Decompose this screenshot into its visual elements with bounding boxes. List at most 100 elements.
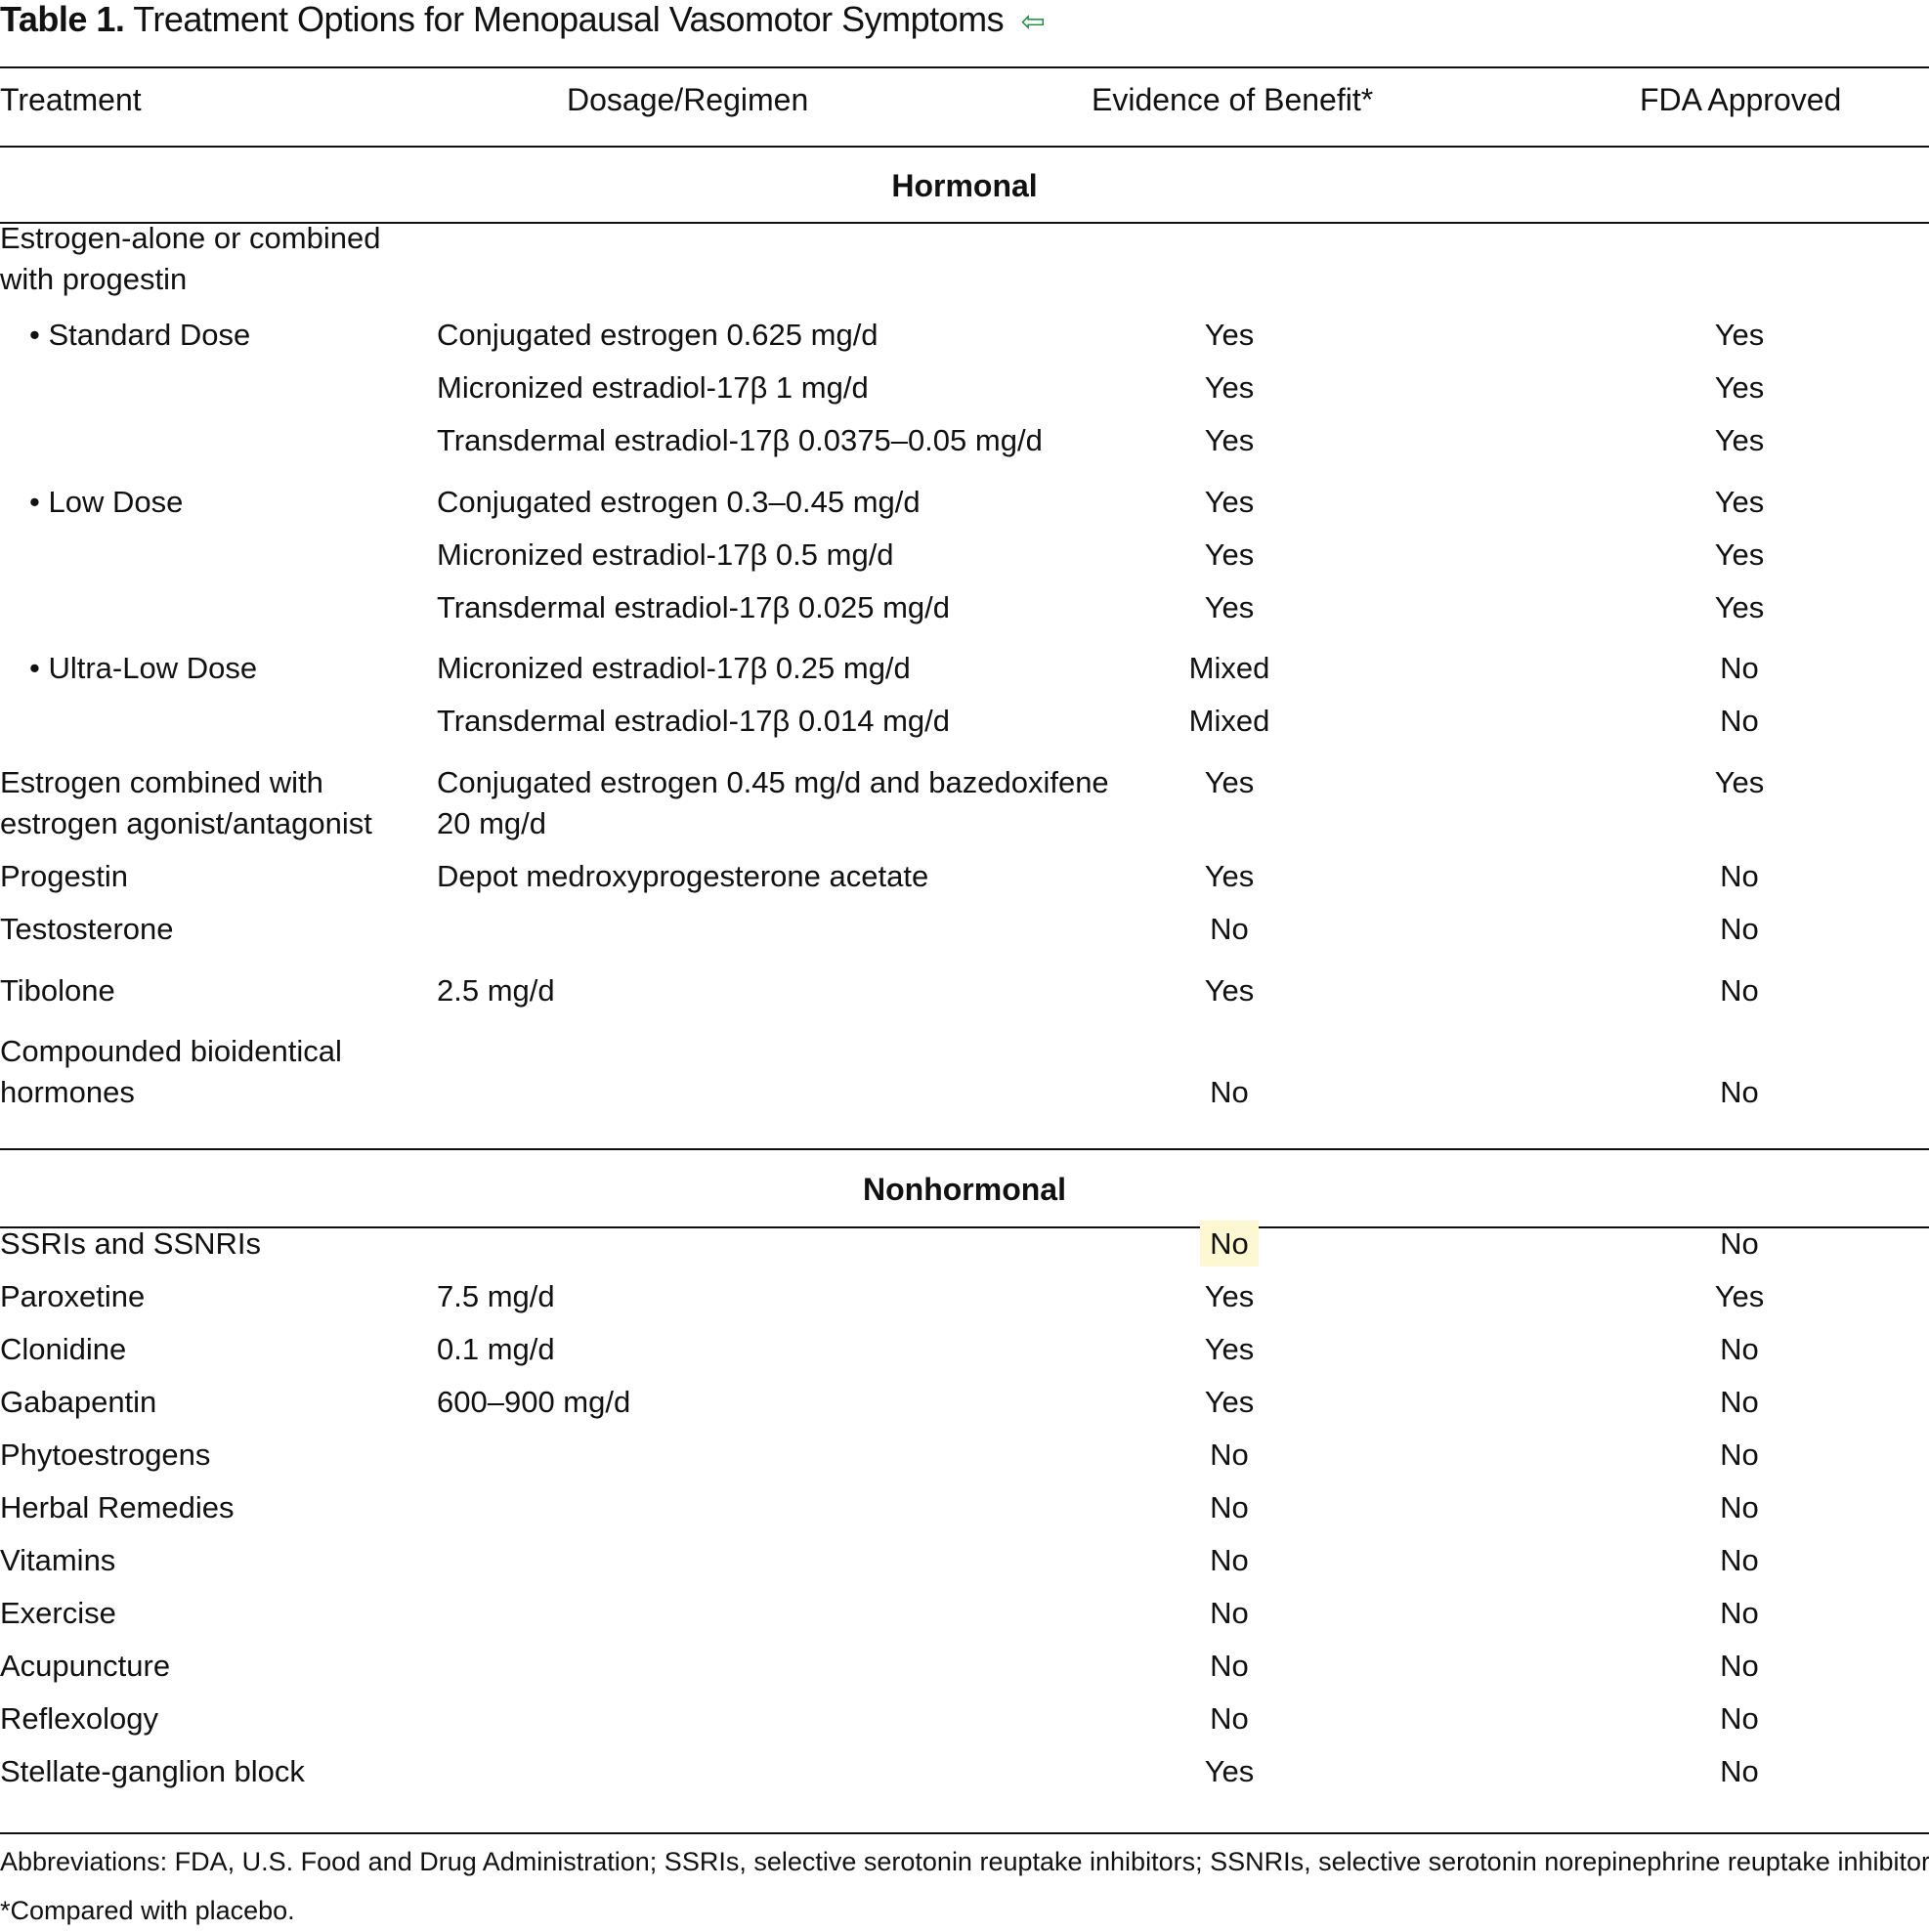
dosage-cell: Depot medroxyprogesterone acetate [437, 859, 929, 893]
evidence-cell: Mixed [1188, 704, 1270, 738]
dosage-cell: Transdermal estradiol-17β 0.0375–0.05 mg… [437, 423, 1043, 457]
evidence-cell: No [1083, 1221, 1376, 1267]
fda-approved-cell: Yes [1714, 765, 1765, 799]
evidence-cell: Yes [1204, 1279, 1255, 1313]
evidence-cell: Yes [1204, 318, 1255, 352]
fda-approved-cell: No [1720, 973, 1759, 1008]
treatment-cell: Herbal Remedies [0, 1490, 235, 1524]
fda-approved-cell: No [1720, 1649, 1759, 1683]
back-arrow-icon[interactable]: ⇦ [1020, 6, 1046, 38]
treatment-cell: Paroxetine [0, 1279, 146, 1313]
treatment-cell: Exercise [0, 1596, 116, 1630]
evidence-cell: Yes [1204, 423, 1255, 457]
dosage-cell: Conjugated estrogen 0.3–0.45 mg/d [437, 485, 921, 519]
dosage-cell: Micronized estradiol-17β 0.25 mg/d [437, 651, 911, 685]
dosage-cell: 600–900 mg/d [437, 1385, 631, 1419]
evidence-cell: No [1210, 1596, 1249, 1630]
treatment-cell: • Standard Dose [29, 318, 251, 352]
fda-approved-cell: No [1720, 1075, 1759, 1109]
evidence-cell: Mixed [1188, 651, 1270, 685]
treatment-cell: Vitamins [0, 1543, 116, 1577]
evidence-cell: No [1210, 1075, 1249, 1109]
fda-approved-cell: No [1720, 1543, 1759, 1577]
header-evidence: Evidence of Benefit* [1092, 82, 1374, 117]
evidence-cell: Yes [1204, 1385, 1255, 1419]
fda-approved-cell: Yes [1714, 590, 1765, 624]
table-label: Table 1. [0, 0, 125, 39]
header-treatment: Treatment [0, 82, 142, 117]
section-rule [0, 222, 1929, 224]
dosage-cell: 0.1 mg/d [437, 1332, 555, 1366]
fda-approved-cell: No [1720, 1226, 1759, 1261]
fda-approved-cell: Yes [1714, 370, 1765, 405]
footnote-abbreviations: Abbreviations: FDA, U.S. Food and Drug A… [0, 1847, 1929, 1876]
top-rule [0, 66, 1929, 68]
treatment-cell: Acupuncture [0, 1649, 171, 1683]
dosage-cell: Conjugated estrogen 0.625 mg/d [437, 318, 879, 352]
treatment-cell: Phytoestrogens [0, 1438, 211, 1472]
dosage-cell: Transdermal estradiol-17β 0.025 mg/d [437, 590, 950, 624]
evidence-cell: Yes [1204, 485, 1255, 519]
treatment-cell: Testosterone [0, 912, 174, 946]
dosage-cell: Micronized estradiol-17β 1 mg/d [437, 370, 869, 405]
treatment-cell: SSRIs and SSNRIs [0, 1226, 262, 1261]
fda-approved-cell: Yes [1714, 318, 1765, 352]
evidence-cell: No [1210, 1543, 1249, 1577]
highlighted-value: No [1200, 1221, 1259, 1267]
dosage-cell: 7.5 mg/d [437, 1279, 555, 1313]
treatment-cell: Progestin [0, 859, 128, 893]
evidence-cell: No [1210, 1701, 1249, 1736]
fda-approved-cell: Yes [1714, 1279, 1765, 1313]
evidence-cell: No [1210, 912, 1249, 946]
evidence-cell: Yes [1204, 1754, 1255, 1788]
evidence-cell: Yes [1204, 370, 1255, 405]
evidence-cell: No [1210, 1649, 1249, 1683]
fda-approved-cell: No [1720, 1385, 1759, 1419]
treatment-cell: Clonidine [0, 1332, 127, 1366]
treatment-cell: Gabapentin [0, 1385, 157, 1419]
section-label: Hormonal [891, 168, 1038, 203]
treatment-cell: • Low Dose [29, 485, 184, 519]
evidence-cell: Yes [1204, 859, 1255, 893]
fda-approved-cell: No [1720, 1701, 1759, 1736]
footnote-placebo: *Compared with placebo. [0, 1896, 295, 1925]
evidence-cell: Yes [1204, 590, 1255, 624]
fda-approved-cell: Yes [1714, 485, 1765, 519]
fda-approved-cell: No [1720, 704, 1759, 738]
treatment-cell: Estrogen-alone or combined with progesti… [0, 221, 381, 296]
fda-approved-cell: Yes [1714, 423, 1765, 457]
fda-approved-cell: No [1720, 1490, 1759, 1524]
dosage-cell: Conjugated estrogen 0.45 mg/d and bazedo… [437, 765, 1109, 840]
treatment-cell: Reflexology [0, 1701, 158, 1736]
evidence-cell: Yes [1204, 1332, 1255, 1366]
evidence-cell: No [1210, 1490, 1249, 1524]
evidence-cell: Yes [1204, 765, 1255, 799]
fda-approved-cell: No [1720, 1754, 1759, 1788]
treatment-cell: Compounded bioidentical hormones [0, 1034, 342, 1109]
section-label: Nonhormonal [863, 1172, 1066, 1207]
table-title: Table 1. Treatment Options for Menopausa… [0, 0, 1046, 42]
evidence-cell: Yes [1204, 537, 1255, 572]
section-end-rule [0, 1832, 1929, 1834]
treatment-cell: Tibolone [0, 973, 115, 1008]
evidence-cell: Yes [1204, 973, 1255, 1008]
table-title-text: Treatment Options for Menopausal Vasomot… [133, 0, 1005, 39]
fda-approved-cell: No [1720, 1596, 1759, 1630]
fda-approved-cell: Yes [1714, 537, 1765, 572]
fda-approved-cell: No [1720, 859, 1759, 893]
header-rule [0, 146, 1929, 148]
treatment-cell: Stellate-ganglion block [0, 1754, 305, 1788]
dosage-cell: Transdermal estradiol-17β 0.014 mg/d [437, 704, 950, 738]
header-fda: FDA Approved [1640, 82, 1842, 117]
section-rule [0, 1226, 1929, 1228]
treatment-cell: • Ultra-Low Dose [29, 651, 258, 685]
dosage-cell: 2.5 mg/d [437, 973, 555, 1008]
section-end-rule [0, 1148, 1929, 1150]
treatment-cell: Estrogen combined with estrogen agonist/… [0, 765, 372, 840]
fda-approved-cell: No [1720, 912, 1759, 946]
fda-approved-cell: No [1720, 651, 1759, 685]
evidence-cell: No [1210, 1438, 1249, 1472]
fda-approved-cell: No [1720, 1332, 1759, 1366]
header-dosage: Dosage/Regimen [567, 82, 809, 117]
dosage-cell: Micronized estradiol-17β 0.5 mg/d [437, 537, 894, 572]
